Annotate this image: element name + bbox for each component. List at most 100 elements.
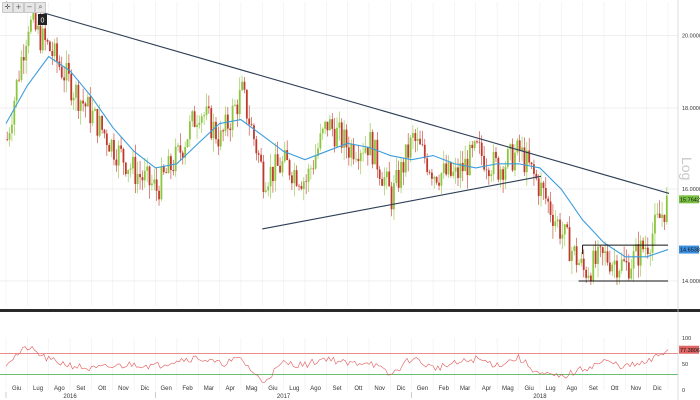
rsi-axis: 100 50 0 (682, 336, 691, 394)
candle-body (433, 177, 436, 179)
x-tick-label: Dic (140, 386, 149, 392)
candle-body (589, 275, 592, 282)
candle-body (537, 178, 540, 197)
candle-body (490, 174, 493, 177)
descending-resistance-trendline (5, 1, 670, 194)
candle-body (533, 164, 535, 174)
candle-body (255, 139, 258, 154)
crosshair-icon[interactable]: ✛ (2, 2, 13, 13)
candle-body (665, 195, 668, 223)
candle-body (492, 151, 495, 175)
candle-body (276, 154, 279, 166)
candle-body (22, 57, 25, 61)
x-tick-label: Ago (54, 386, 65, 392)
candle-body (105, 133, 108, 146)
candle-body (44, 28, 47, 41)
rsi-value-badge: 77.3806 (680, 348, 700, 354)
candle-body (96, 109, 99, 136)
candle-body (447, 162, 450, 175)
candle-body (400, 162, 402, 188)
candle-body (454, 167, 457, 172)
rsi-tick-label: 100 (682, 336, 691, 342)
candle-body (184, 147, 187, 158)
candle-body (148, 166, 151, 186)
candle-body (414, 133, 417, 142)
zoom-out-icon[interactable]: − (24, 2, 35, 13)
candle-body (525, 150, 528, 173)
candle-body (65, 62, 68, 81)
candle-body (15, 79, 18, 101)
candle-body (158, 190, 160, 200)
chart-marker[interactable]: 0 (38, 14, 47, 25)
candle-body (556, 219, 559, 222)
candle-body (649, 252, 652, 254)
candle-body (262, 161, 265, 192)
candle-body (504, 166, 507, 180)
candle-body (115, 159, 118, 166)
candle-body (283, 150, 286, 162)
candle-body (571, 250, 573, 262)
candle-body (286, 150, 289, 161)
candle-body (566, 224, 569, 228)
candle-body (79, 100, 82, 111)
main-panel-grid (0, 2, 678, 306)
candle-body (333, 128, 336, 147)
candle-body (376, 139, 379, 170)
candle-body (200, 116, 203, 123)
candle-body (359, 152, 362, 162)
candle-body (340, 122, 343, 148)
log-scale-watermark: Log (679, 157, 695, 180)
candle-body (139, 174, 141, 178)
candle-body (449, 162, 452, 176)
candle-body (620, 259, 623, 271)
candle-body (231, 105, 234, 131)
candle-body (627, 262, 630, 279)
candle-body (267, 186, 270, 191)
candle-body (516, 140, 519, 153)
candle-body (440, 173, 443, 186)
candle-body (355, 158, 357, 160)
candle-body (352, 144, 355, 160)
magnifier-icon[interactable]: ⌕ (35, 2, 46, 13)
zoom-in-icon[interactable]: + (13, 2, 24, 13)
candle-body (217, 139, 220, 147)
candle-body (298, 185, 300, 187)
candle-body (606, 251, 609, 263)
candle-body (302, 181, 305, 189)
candle-body (215, 121, 217, 140)
x-tick-label: Dic (653, 386, 662, 392)
candle-body (53, 43, 56, 57)
candle-body (67, 62, 70, 74)
x-tick-label: Apr (482, 386, 491, 392)
candle-body (72, 97, 75, 101)
candle-body (542, 182, 545, 188)
candle-body (547, 198, 550, 202)
candle-body (328, 119, 331, 131)
candle-body (495, 151, 497, 158)
candle-body (582, 258, 585, 270)
candle-body (461, 162, 464, 172)
candle-body (364, 147, 367, 153)
price-axis: 14.0000 16.0000 18.0000 20.0000 (682, 34, 700, 285)
candle-body (630, 268, 633, 279)
x-tick-label: Ott (354, 386, 362, 392)
candle-body (153, 179, 156, 184)
x-tick-label: Mar (460, 386, 470, 392)
candle-body (374, 139, 376, 165)
candle-body (362, 152, 365, 154)
candle-body (170, 156, 172, 170)
candle-body (578, 263, 580, 265)
candle-body (616, 260, 618, 278)
candle-body (345, 129, 348, 148)
candle-body (203, 115, 206, 117)
rsi-series (0, 346, 678, 383)
candle-body (452, 171, 455, 176)
candle-body (162, 166, 165, 173)
candle-body (181, 152, 184, 158)
candle-body (464, 158, 467, 172)
candle-body (568, 227, 571, 262)
candle-body (132, 156, 134, 169)
x-axis: Giu Lug Ago Set Ott Nov Dic Gen Feb Mar Apr Mag Giu L… (5, 386, 662, 400)
candle-body (281, 161, 284, 173)
